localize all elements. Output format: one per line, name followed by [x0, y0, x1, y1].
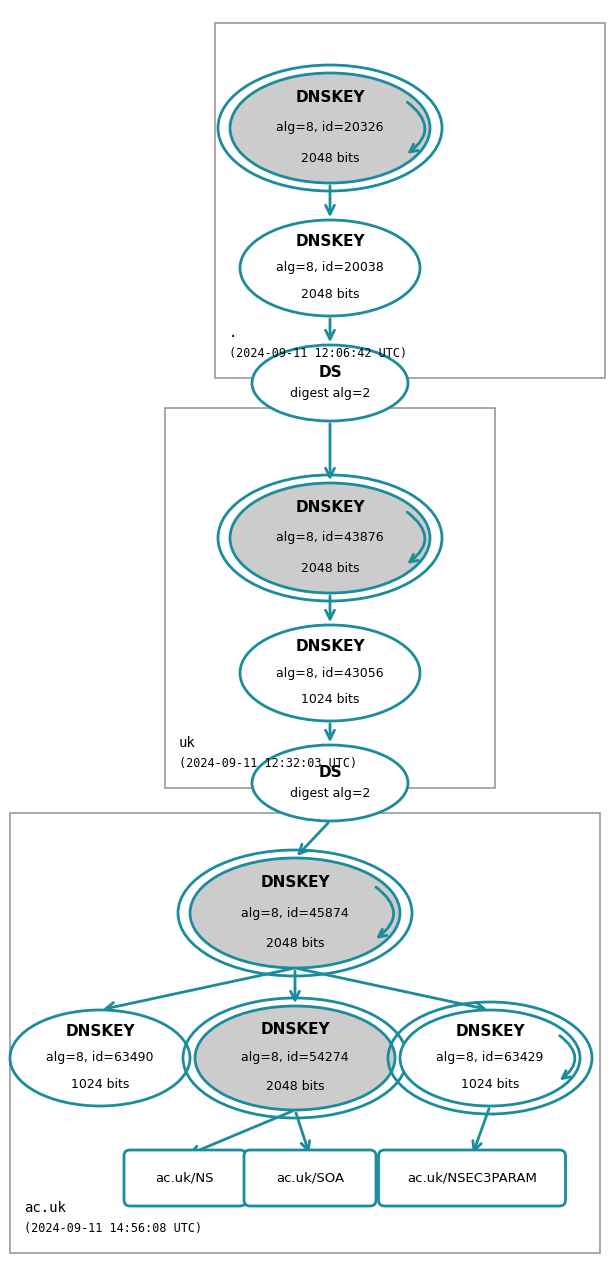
Text: alg=8, id=63490: alg=8, id=63490 — [46, 1052, 154, 1065]
Text: 1024 bits: 1024 bits — [71, 1077, 129, 1091]
Ellipse shape — [230, 483, 430, 593]
Text: .: . — [229, 326, 237, 340]
Text: ac.uk/NSEC3PARAM: ac.uk/NSEC3PARAM — [407, 1172, 537, 1185]
Ellipse shape — [195, 1006, 395, 1111]
Text: alg=8, id=63429: alg=8, id=63429 — [436, 1052, 544, 1065]
Text: DNSKEY: DNSKEY — [295, 639, 365, 654]
Ellipse shape — [252, 345, 408, 420]
Text: uk: uk — [179, 736, 196, 750]
Text: alg=8, id=20326: alg=8, id=20326 — [276, 121, 384, 134]
FancyArrowPatch shape — [407, 512, 425, 562]
Text: digest alg=2: digest alg=2 — [290, 387, 370, 400]
Bar — [215, 23, 605, 378]
Bar — [10, 813, 600, 1252]
FancyBboxPatch shape — [244, 1150, 376, 1206]
Text: ac.uk: ac.uk — [24, 1201, 66, 1215]
Ellipse shape — [10, 1010, 190, 1105]
Ellipse shape — [190, 858, 400, 967]
FancyArrowPatch shape — [376, 887, 394, 937]
Ellipse shape — [240, 220, 420, 316]
Text: ac.uk/NS: ac.uk/NS — [156, 1172, 215, 1185]
Ellipse shape — [400, 1010, 580, 1105]
Text: DNSKEY: DNSKEY — [295, 500, 365, 515]
Text: (2024-09-11 12:32:03 UTC): (2024-09-11 12:32:03 UTC) — [179, 757, 357, 771]
Text: 1024 bits: 1024 bits — [301, 693, 359, 705]
Text: DS: DS — [318, 366, 342, 380]
Text: DS: DS — [318, 766, 342, 780]
Text: DNSKEY: DNSKEY — [295, 91, 365, 105]
FancyArrowPatch shape — [560, 1035, 575, 1079]
Text: alg=8, id=43056: alg=8, id=43056 — [276, 667, 384, 680]
FancyArrowPatch shape — [407, 102, 425, 152]
Text: (2024-09-11 14:56:08 UTC): (2024-09-11 14:56:08 UTC) — [24, 1222, 202, 1235]
Text: alg=8, id=20038: alg=8, id=20038 — [276, 262, 384, 275]
Text: 2048 bits: 2048 bits — [301, 288, 359, 300]
FancyBboxPatch shape — [378, 1150, 566, 1206]
Text: DNSKEY: DNSKEY — [65, 1024, 135, 1039]
Ellipse shape — [230, 73, 430, 183]
Text: alg=8, id=45874: alg=8, id=45874 — [241, 906, 349, 919]
Text: DNSKEY: DNSKEY — [455, 1024, 525, 1039]
Ellipse shape — [240, 625, 420, 721]
Text: DNSKEY: DNSKEY — [260, 875, 330, 891]
Text: alg=8, id=43876: alg=8, id=43876 — [276, 532, 384, 544]
Text: 2048 bits: 2048 bits — [266, 1080, 324, 1093]
Text: digest alg=2: digest alg=2 — [290, 787, 370, 800]
FancyBboxPatch shape — [124, 1150, 246, 1206]
Text: DNSKEY: DNSKEY — [295, 234, 365, 249]
Text: 1024 bits: 1024 bits — [461, 1077, 519, 1091]
Text: ac.uk/SOA: ac.uk/SOA — [276, 1172, 344, 1185]
Text: 2048 bits: 2048 bits — [266, 937, 324, 950]
Text: DNSKEY: DNSKEY — [260, 1022, 330, 1036]
Text: 2048 bits: 2048 bits — [301, 562, 359, 575]
Text: 2048 bits: 2048 bits — [301, 152, 359, 165]
Bar — [165, 408, 495, 789]
Ellipse shape — [252, 745, 408, 820]
Text: alg=8, id=54274: alg=8, id=54274 — [241, 1052, 349, 1065]
Text: (2024-09-11 12:06:42 UTC): (2024-09-11 12:06:42 UTC) — [229, 348, 407, 360]
